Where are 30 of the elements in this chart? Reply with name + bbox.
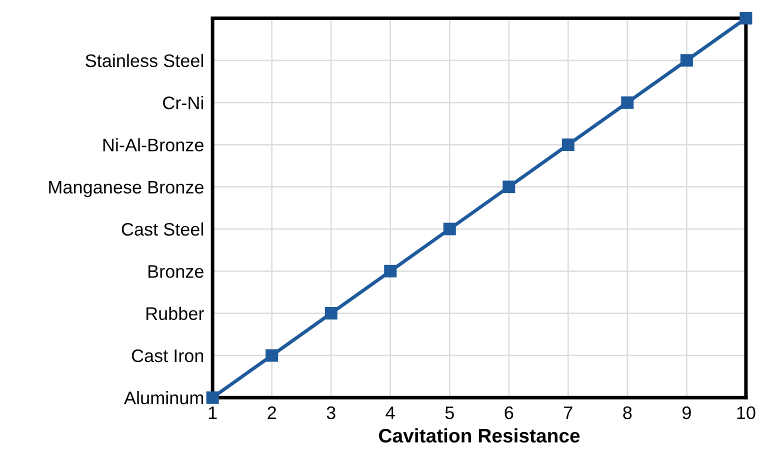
- x-tick-label: 1: [208, 406, 217, 420]
- y-tick-label: Cast Steel: [122, 222, 204, 236]
- point: [502, 180, 516, 194]
- point: [206, 391, 219, 404]
- y-tick-label: Aluminum: [124, 391, 204, 404]
- x-tick-label: 6: [504, 406, 514, 420]
- y-tick-label: Cr-Ni: [163, 96, 204, 110]
- y-tick-label: Bronze: [148, 265, 204, 278]
- point: [324, 307, 338, 320]
- y-tick-label: Rubber: [146, 306, 204, 320]
- y-tick-label: Manganese Bronze: [49, 180, 204, 198]
- x-tick-label: 4: [386, 406, 395, 420]
- x-tick-label: 8: [623, 406, 632, 420]
- x-axis-title: Cavitation Resistance: [379, 428, 580, 443]
- y-tick-label: Cast Iron: [132, 349, 204, 362]
- point: [621, 96, 634, 109]
- point: [443, 222, 456, 236]
- point: [680, 54, 693, 67]
- x-tick-label: 10: [737, 406, 756, 420]
- point: [562, 138, 574, 151]
- x-tick-label: 3: [326, 406, 336, 420]
- x-tick-label: 9: [682, 406, 691, 420]
- y-tick-label: Stainless Steel: [86, 54, 204, 68]
- point: [384, 264, 397, 278]
- x-tick-label: 2: [268, 406, 276, 420]
- point: [740, 12, 752, 25]
- x-tick-label: 7: [564, 406, 572, 420]
- point: [266, 349, 278, 362]
- x-tick-label: 5: [445, 406, 454, 420]
- y-tick-label: Ni-Al-Bronze: [103, 138, 204, 152]
